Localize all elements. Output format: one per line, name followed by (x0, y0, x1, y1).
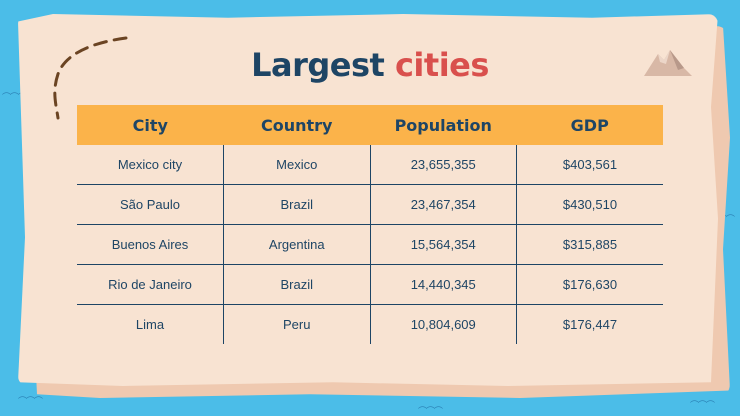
table-row: Lima Peru 10,804,609 $176,447 (77, 304, 663, 344)
title-part2: cities (394, 46, 489, 84)
column-header-population: Population (370, 105, 517, 145)
cell-population: 15,564,354 (369, 224, 517, 265)
table-row: São Paulo Brazil 23,467,354 $430,510 (77, 184, 663, 225)
title-part1: Largest (251, 46, 385, 84)
cell-city: Rio de Janeiro (77, 264, 224, 305)
wave-icon: ︵︵ (718, 209, 735, 219)
table-row: Buenos Aires Argentina 15,564,354 $315,8… (77, 224, 663, 265)
mountain-icon (644, 50, 692, 76)
cell-country: Peru (223, 304, 370, 344)
cell-city: Lima (135, 317, 165, 332)
cell-gdp: $315,885 (516, 224, 663, 265)
table-header-row: City Country Population GDP (77, 105, 663, 145)
cell-gdp: $430,510 (516, 184, 663, 225)
page-title: Largest cities (0, 46, 740, 84)
column-header-city: City (77, 105, 224, 145)
column-header-gdp: GDP (516, 105, 663, 145)
cell-city: São Paulo (77, 184, 224, 225)
table-row: Mexico city Mexico 23,655,355 $403,561 (77, 145, 663, 185)
wave-icon: ︵︵︵ (418, 401, 443, 411)
cell-country: Mexico (223, 145, 370, 185)
cell-population: 23,655,355 (369, 145, 517, 185)
table-row: Rio de Janeiro Brazil 14,440,345 $176,63… (77, 264, 663, 305)
wave-icon: ︵︵︵ (18, 391, 43, 401)
column-header-country: Country (223, 105, 370, 145)
cell-country: Argentina (223, 224, 370, 265)
cell-population: 14,440,345 (369, 264, 517, 305)
cell-country: Brazil (223, 184, 370, 225)
cities-table: City Country Population GDP Mexico city … (77, 105, 663, 344)
cell-population: 10,804,609 (369, 304, 517, 344)
cell-gdp: $403,561 (516, 145, 663, 185)
cell-city: Buenos Aires (77, 224, 224, 265)
cell-population: 23,467,354 (369, 184, 517, 225)
dashed-path-icon (53, 36, 128, 120)
wave-icon: ︵︵︵ (2, 87, 27, 97)
cell-gdp: $176,630 (516, 264, 663, 305)
cell-city: Mexico city (77, 145, 224, 185)
wave-icon: ︵︵︵ (690, 395, 715, 405)
cell-gdp: $176,447 (516, 304, 663, 344)
cell-country: Brazil (223, 264, 370, 305)
